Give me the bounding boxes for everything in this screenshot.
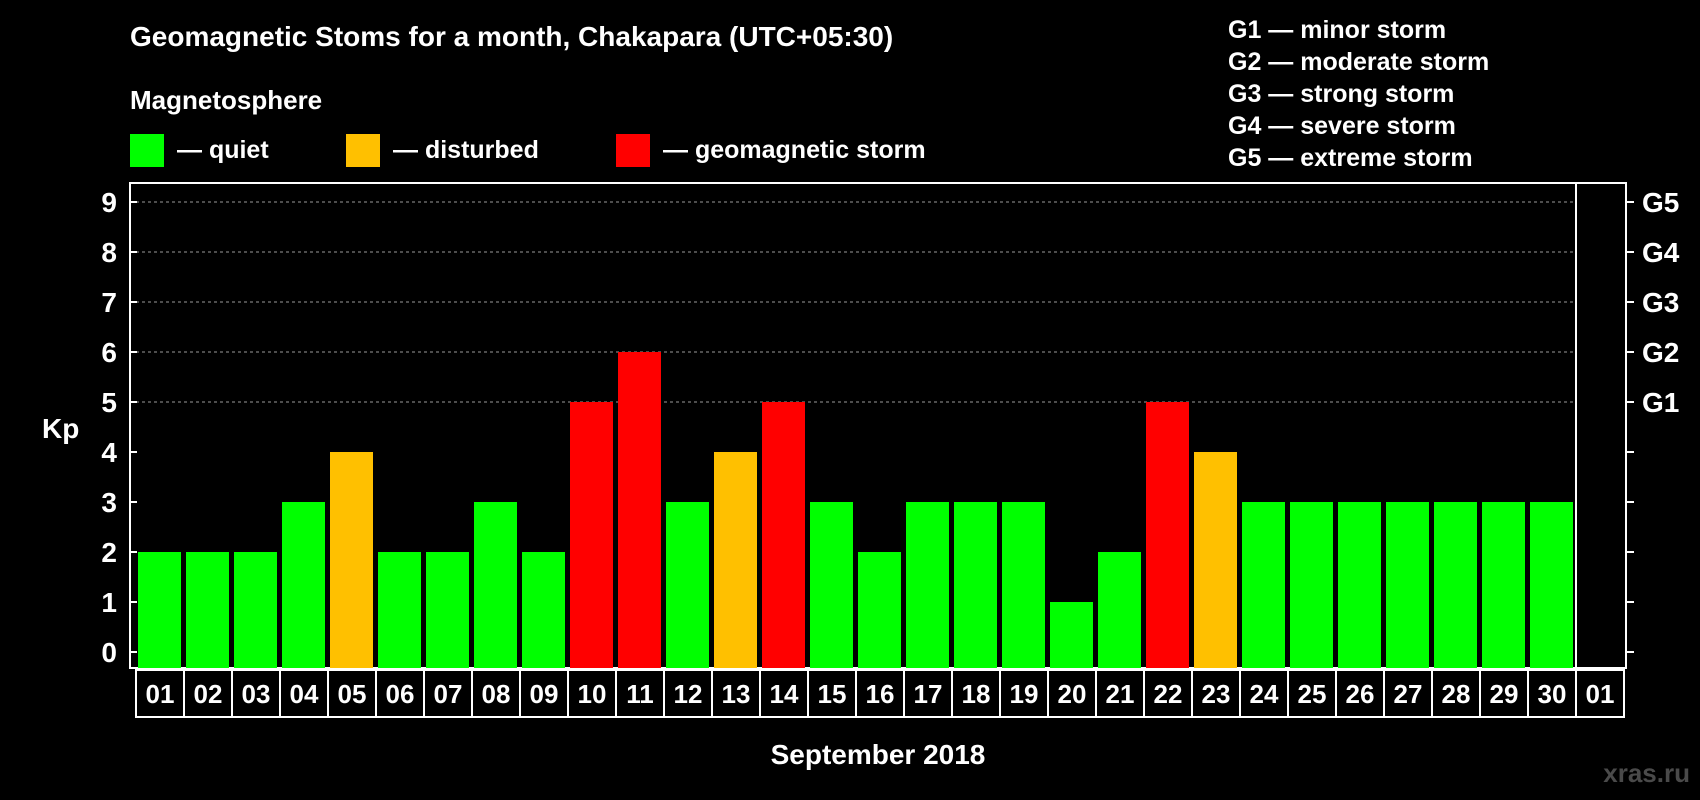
x-tick-label-4: 04 — [290, 679, 319, 709]
bar-5 — [330, 452, 373, 668]
x-tick-label-14: 14 — [770, 679, 799, 709]
x-tick-label-20: 20 — [1058, 679, 1087, 709]
y-tick-label-8: 8 — [101, 237, 117, 268]
storm-scale-item-2: G2 — moderate storm — [1228, 48, 1489, 76]
bar-12 — [666, 502, 709, 668]
x-tick-label-8: 08 — [482, 679, 511, 709]
bar-10 — [570, 402, 613, 668]
bar-27 — [1386, 502, 1429, 668]
legend-label-2: — disturbed — [393, 136, 539, 164]
y-tick-label-9: 9 — [101, 187, 117, 218]
y-tick-label-7: 7 — [101, 287, 117, 318]
bar-23 — [1194, 452, 1237, 668]
x-tick-label-19: 19 — [1010, 679, 1039, 709]
bar-17 — [906, 502, 949, 668]
x-tick-label-5: 05 — [338, 679, 367, 709]
bar-28 — [1434, 502, 1477, 668]
legend-label-3: — geomagnetic storm — [663, 136, 926, 164]
legend-label-1: — quiet — [177, 136, 269, 164]
legend-swatch-2 — [346, 134, 380, 167]
bar-15 — [810, 502, 853, 668]
y-tick-label-5: 5 — [101, 387, 117, 418]
x-tick-label-1: 01 — [146, 679, 175, 709]
x-tick-label-30: 30 — [1538, 679, 1567, 709]
bar-8 — [474, 502, 517, 668]
x-tick-label-6: 06 — [386, 679, 415, 709]
right-axis-label-G4: G4 — [1642, 237, 1680, 268]
right-axis-label-G3: G3 — [1642, 287, 1679, 318]
y-tick-label-3: 3 — [101, 487, 117, 518]
bar-3 — [234, 552, 277, 668]
x-tick-label-9: 09 — [530, 679, 559, 709]
x-tick-label-3: 03 — [242, 679, 271, 709]
bar-25 — [1290, 502, 1333, 668]
x-tick-label-22: 22 — [1154, 679, 1183, 709]
bar-6 — [378, 552, 421, 668]
x-tick-label-29: 29 — [1490, 679, 1519, 709]
bar-4 — [282, 502, 325, 668]
bar-29 — [1482, 502, 1525, 668]
x-tick-label-21: 21 — [1106, 679, 1135, 709]
x-tick-label-2: 02 — [194, 679, 223, 709]
x-tick-label-11: 11 — [626, 679, 654, 709]
bar-1 — [138, 552, 181, 668]
bar-13 — [714, 452, 757, 668]
right-axis-label-G1: G1 — [1642, 387, 1679, 418]
bar-2 — [186, 552, 229, 668]
legend: — quiet — disturbed — geomagnetic storm — [130, 134, 926, 167]
bar-21 — [1098, 552, 1141, 668]
chart-subtitle: Magnetosphere — [130, 85, 322, 115]
bar-22 — [1146, 402, 1189, 668]
x-tick-label-15: 15 — [818, 679, 847, 709]
x-axis-label: September 2018 — [771, 739, 986, 770]
bar-14 — [762, 402, 805, 668]
bar-7 — [426, 552, 469, 668]
x-tick-label-17: 17 — [914, 679, 943, 709]
right-axis-label-G2: G2 — [1642, 337, 1679, 368]
x-tick-label-18: 18 — [962, 679, 991, 709]
bar-30 — [1530, 502, 1573, 668]
storm-scale-item-3: G3 — strong storm — [1228, 80, 1454, 108]
x-tick-label-27: 27 — [1394, 679, 1423, 709]
y-axis-label: Kp — [42, 413, 79, 444]
y-tick-label-2: 2 — [101, 537, 117, 568]
bar-18 — [954, 502, 997, 668]
watermark: xras.ru — [1603, 758, 1690, 788]
x-tick-label-23: 23 — [1202, 679, 1231, 709]
bar-11 — [618, 352, 661, 668]
y-tick-label-4: 4 — [101, 437, 117, 468]
x-tick-label-31: 01 — [1586, 679, 1615, 709]
storm-scale-item-5: G5 — extreme storm — [1228, 144, 1473, 172]
x-tick-label-25: 25 — [1298, 679, 1327, 709]
storm-scale-item-4: G4 — severe storm — [1228, 112, 1456, 140]
y-tick-label-6: 6 — [101, 337, 117, 368]
bar-19 — [1002, 502, 1045, 668]
date-axis-frame — [135, 669, 1625, 718]
storm-scale-item-1: G1 — minor storm — [1228, 16, 1446, 44]
bar-9 — [522, 552, 565, 668]
bar-16 — [858, 552, 901, 668]
bar-24 — [1242, 502, 1285, 668]
x-tick-label-13: 13 — [722, 679, 751, 709]
x-tick-label-28: 28 — [1442, 679, 1471, 709]
x-tick-label-24: 24 — [1250, 679, 1279, 709]
x-tick-label-12: 12 — [674, 679, 703, 709]
y-tick-label-1: 1 — [101, 587, 117, 618]
storm-scale-legend: G1 — minor storm G2 — moderate storm G3 — … — [1228, 16, 1489, 172]
chart-title: Geomagnetic Stoms for a month, Chakapara… — [130, 21, 893, 52]
right-axis-label-G5: G5 — [1642, 187, 1679, 218]
bar-20 — [1050, 602, 1093, 668]
x-tick-label-10: 10 — [578, 679, 607, 709]
x-tick-label-26: 26 — [1346, 679, 1375, 709]
bar-26 — [1338, 502, 1381, 668]
y-tick-label-0: 0 — [101, 637, 117, 668]
x-tick-label-7: 07 — [434, 679, 463, 709]
x-tick-label-16: 16 — [866, 679, 895, 709]
legend-swatch-3 — [616, 134, 650, 167]
legend-swatch-1 — [130, 134, 164, 167]
